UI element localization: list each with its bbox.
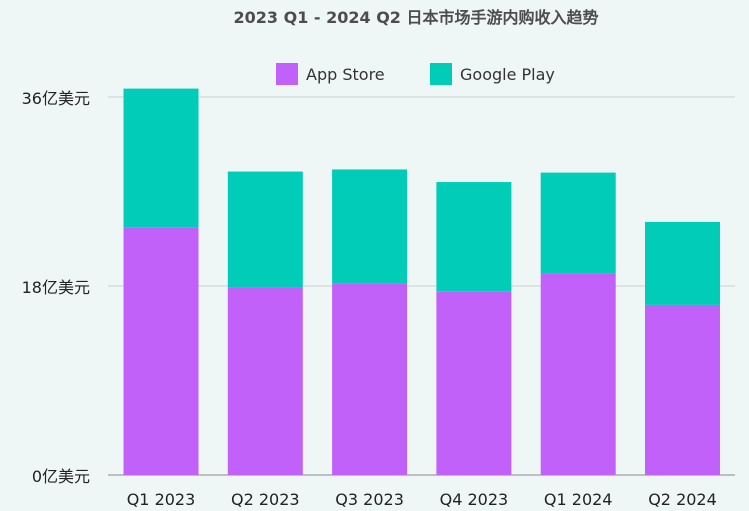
legend-swatch-google-play <box>430 63 452 85</box>
y-axis-ticks: 0亿美元 18亿美元 36亿美元 <box>22 89 90 486</box>
chart-title: 2023 Q1 - 2024 Q2 日本市场手游内购收入趋势 <box>233 8 598 27</box>
bar-app-store <box>436 291 512 475</box>
y-tick-label: 0亿美元 <box>32 467 90 486</box>
x-tick-label: Q3 2023 <box>335 490 404 509</box>
bar-google-play <box>540 172 616 274</box>
x-tick-label: Q1 2023 <box>127 490 196 509</box>
bar-google-play <box>227 171 303 288</box>
y-tick-label: 36亿美元 <box>22 89 90 108</box>
bar-google-play <box>645 221 720 305</box>
bar-app-store <box>227 287 303 475</box>
bar-app-store <box>540 273 616 475</box>
x-axis-ticks: Q1 2023 Q2 2023 Q3 2023 Q4 2023 Q1 2024 Q2 20… <box>127 490 717 509</box>
x-tick-label: Q2 2024 <box>648 490 717 509</box>
bar-app-store <box>332 283 408 475</box>
x-tick-label: Q4 2023 <box>440 490 509 509</box>
legend-label-google-play: Google Play <box>460 65 555 84</box>
bar-google-play <box>123 88 199 228</box>
gridlines <box>108 96 735 476</box>
bar-google-play <box>436 182 512 292</box>
x-tick-label: Q1 2024 <box>544 490 613 509</box>
legend-label-app-store: App Store <box>306 65 385 84</box>
x-tick-label: Q2 2023 <box>231 490 300 509</box>
y-tick-label: 18亿美元 <box>22 278 90 297</box>
bars <box>123 88 720 475</box>
legend-swatch-app-store <box>276 63 298 85</box>
bar-app-store <box>645 304 720 475</box>
bar-google-play <box>332 169 408 284</box>
legend: App Store Google Play <box>276 63 555 85</box>
bar-app-store <box>123 227 199 475</box>
